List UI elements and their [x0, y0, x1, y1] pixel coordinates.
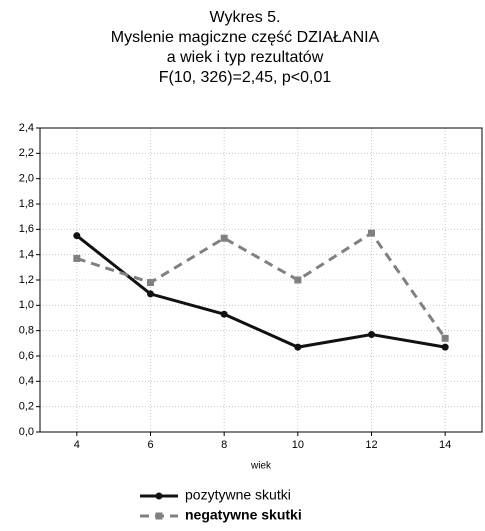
data-point [220, 310, 228, 318]
chart-title: F(10, 326)=2,45, p<0,01 [159, 69, 332, 86]
data-point [73, 232, 81, 240]
data-point [220, 234, 228, 242]
x-tick-label: 8 [221, 439, 227, 451]
x-axis-label: wiek [250, 461, 272, 472]
plot-frame [39, 127, 483, 433]
series-line [76, 231, 447, 340]
data-point [147, 279, 154, 287]
y-tick-label: 2,4 [19, 122, 34, 134]
legend-marker [155, 512, 163, 520]
x-tick-label: 10 [292, 439, 304, 451]
data-point [441, 334, 449, 342]
y-tick-label: 1,4 [19, 249, 34, 261]
series-line [75, 234, 446, 349]
y-tick-label: 1,8 [19, 198, 34, 210]
y-tick-label: 1,6 [19, 223, 34, 235]
data-point [147, 290, 154, 298]
y-tick-label: 1,2 [19, 274, 34, 286]
data-point [73, 254, 81, 262]
data-point [368, 330, 375, 338]
y-tick-label: 0,0 [19, 426, 34, 438]
legend-label: pozytywne skutki [185, 487, 291, 503]
data-point [368, 229, 375, 237]
y-tick-label: 1,0 [19, 299, 34, 311]
y-tick-label: 0,6 [19, 350, 34, 362]
data-point [294, 276, 302, 284]
legend-label: negatywne skutki [185, 507, 302, 523]
legend-marker [155, 492, 163, 500]
x-tick-label: 14 [439, 439, 451, 451]
x-tick-label: 4 [74, 439, 80, 451]
data-point [294, 343, 302, 351]
chart-title: Wykres 5. [210, 9, 281, 26]
y-tick-label: 2,2 [19, 147, 34, 159]
data-point [441, 343, 449, 351]
chart-title: Myslenie magiczne część DZIAŁANIA [111, 29, 380, 46]
y-tick-label: 0,4 [19, 375, 34, 387]
y-tick-label: 2,0 [19, 173, 34, 185]
x-tick-label: 6 [147, 439, 153, 451]
chart-title: a wiek i typ rezultatów [167, 49, 324, 66]
y-tick-label: 0,2 [19, 401, 34, 413]
y-tick-label: 0,8 [19, 325, 34, 337]
x-tick-label: 12 [365, 439, 377, 451]
